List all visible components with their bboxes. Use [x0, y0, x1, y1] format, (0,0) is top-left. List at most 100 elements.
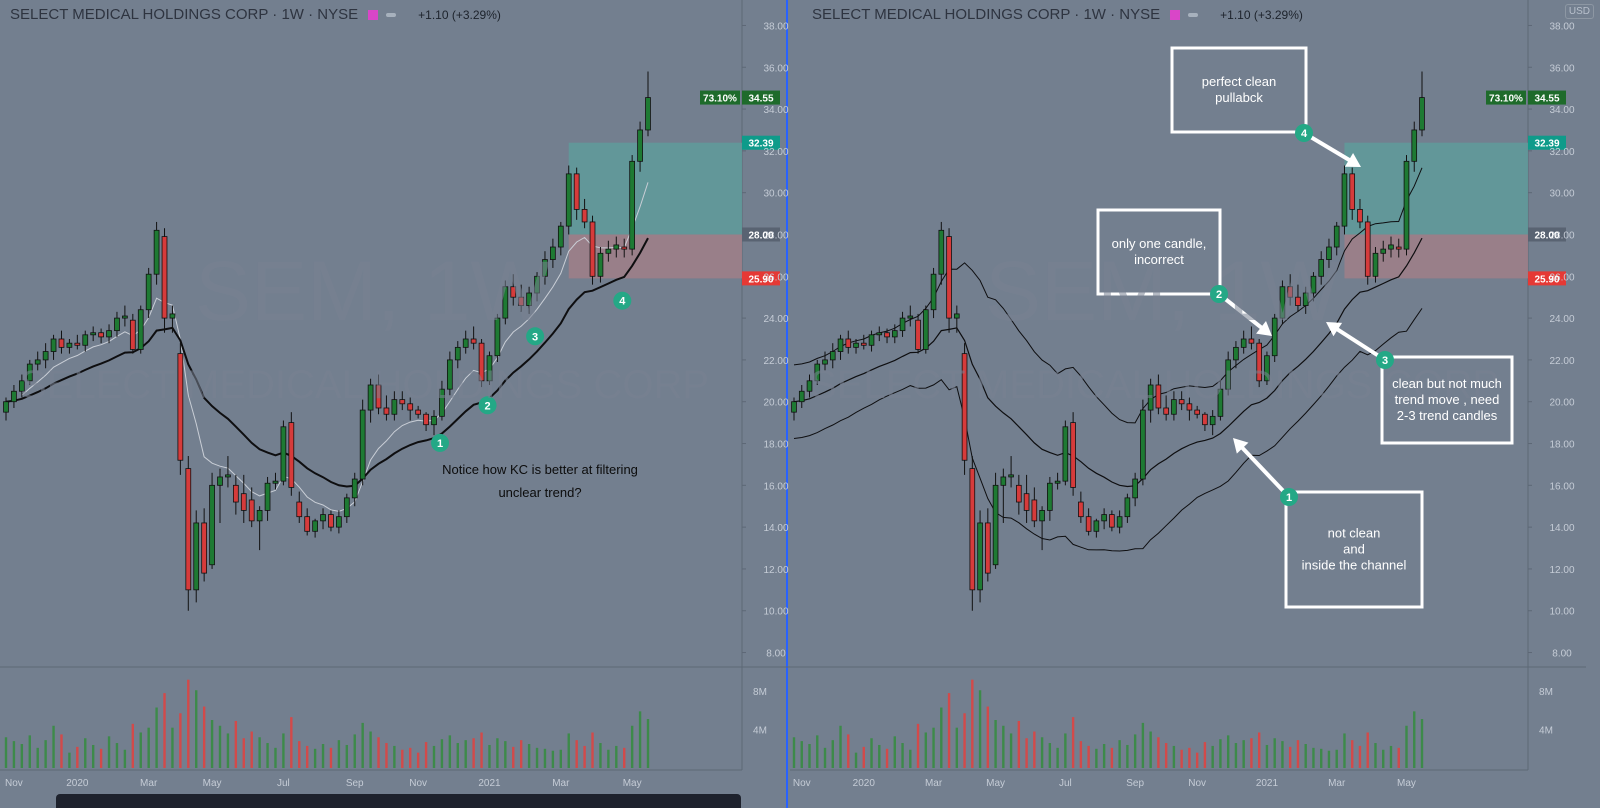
volume-bar: [385, 743, 388, 768]
volume-bar: [1226, 735, 1230, 768]
volume-tick-label: 8M: [1539, 687, 1553, 698]
symbol-header-right[interactable]: SELECT MEDICAL HOLDINGS CORP · 1W · NYSE…: [812, 6, 1303, 23]
annotation-arrow: [1238, 443, 1291, 499]
candle-body: [280, 426, 287, 482]
candle-body: [185, 468, 192, 591]
volume-bar: [1188, 747, 1191, 768]
time-axis-label: 2021: [1256, 778, 1279, 789]
candle-body: [629, 160, 636, 250]
price-tick-label: 8.00: [1552, 649, 1572, 660]
candle-body: [1403, 160, 1410, 250]
volume-bar: [448, 735, 452, 768]
currency-button[interactable]: USD: [1564, 4, 1594, 19]
candle-body: [1000, 476, 1007, 486]
candle-body: [312, 520, 318, 532]
volume-bar: [76, 746, 79, 768]
symbol-title[interactable]: SELECT MEDICAL HOLDINGS CORP · 1W · NYSE: [10, 6, 359, 23]
volume-bar: [1312, 747, 1315, 768]
flag-icon[interactable]: [368, 10, 379, 21]
volume-bar: [963, 713, 966, 768]
price-label-box: [1528, 227, 1566, 242]
candle-body: [613, 244, 620, 250]
volume-bar: [1420, 719, 1424, 768]
price-label-box: [742, 227, 780, 242]
volume-bar: [274, 747, 277, 768]
volume-bar: [1405, 725, 1408, 768]
annotation-box: [1170, 46, 1308, 134]
time-axis-label: Jul: [1059, 778, 1072, 789]
volume-bar: [623, 747, 626, 768]
symbol-title[interactable]: SELECT MEDICAL HOLDINGS CORP · 1W · NYSE: [812, 6, 1161, 23]
candle-body: [1357, 208, 1363, 223]
candle-body: [1264, 355, 1270, 382]
candle-body: [367, 384, 374, 411]
drawing-toolbar[interactable]: [56, 794, 741, 808]
price-label-box: [1528, 135, 1566, 150]
volume-bar: [68, 752, 71, 768]
flag-icon[interactable]: [1170, 10, 1181, 21]
volume-bar: [916, 723, 920, 768]
volume-bar: [986, 706, 990, 768]
volume-bar: [1180, 749, 1183, 768]
volume-bar: [250, 731, 253, 768]
annotation-arrow: [1302, 131, 1354, 164]
volume-bar: [179, 713, 182, 768]
annotation-text: inside the channel: [1302, 558, 1407, 573]
volume-bar: [313, 748, 317, 768]
candle-body: [415, 409, 422, 415]
candle-body: [1132, 478, 1138, 499]
candle-body: [1372, 252, 1379, 277]
volume-bar: [377, 737, 380, 768]
visibility-toggle-icon[interactable]: [386, 13, 397, 18]
time-axis-label: Nov: [793, 778, 811, 789]
volume-bar: [1110, 747, 1114, 768]
volume-bar: [329, 747, 333, 768]
slow-ema-line: [5, 237, 649, 488]
price-tick-label: 16.00: [763, 481, 788, 492]
visibility-toggle-icon[interactable]: [1188, 13, 1199, 18]
price-label: 34.55: [1534, 94, 1559, 105]
candle-body: [161, 236, 168, 319]
profit-zone: [1344, 142, 1528, 235]
time-axis-label: Mar: [552, 778, 570, 789]
volume-bar: [519, 740, 523, 768]
price-tick-label: 32.00: [1549, 147, 1574, 158]
volume-bar: [535, 747, 539, 768]
volume-bar: [488, 744, 491, 768]
volume-bar: [885, 748, 889, 768]
volume-bar: [20, 744, 24, 768]
volume-bar: [971, 679, 974, 768]
volume-bar: [575, 740, 578, 768]
price-label: 32.39: [748, 139, 773, 150]
volume-bar: [107, 736, 111, 768]
time-axis-label: 2020: [853, 778, 876, 789]
volume-tick-label: 4M: [1539, 726, 1553, 737]
candle-body: [860, 342, 867, 346]
candle-body: [1178, 399, 1185, 405]
candle-body: [1279, 286, 1286, 319]
price-tick-label: 32.00: [763, 147, 788, 158]
candle-body: [50, 338, 57, 352]
volume-bar: [12, 741, 16, 768]
price-tick-label: 34.00: [1549, 105, 1574, 116]
symbol-header-left[interactable]: SELECT MEDICAL HOLDINGS CORP · 1W · NYSE…: [10, 6, 501, 23]
volume-bar: [862, 746, 865, 768]
volume-bar: [940, 707, 943, 768]
candle-body: [542, 259, 548, 277]
volume-bar: [464, 740, 467, 768]
time-axis-label: May: [623, 778, 642, 789]
price-tick-label: 24.00: [1549, 314, 1574, 325]
volume-bar: [91, 744, 95, 768]
candle-body: [256, 510, 263, 522]
candle-body: [891, 330, 898, 338]
percent-label-box: [700, 90, 740, 105]
price-tick-label: 38.00: [1549, 21, 1574, 32]
volume-bar: [816, 735, 819, 768]
volume-bar: [1335, 749, 1338, 768]
annotation-text: 2-3 trend candles: [1397, 408, 1498, 423]
volume-bar: [932, 727, 935, 768]
annotation-arrowhead: [1256, 321, 1272, 336]
price-tick-label: 26.00: [763, 272, 788, 283]
volume-bar: [266, 743, 269, 768]
